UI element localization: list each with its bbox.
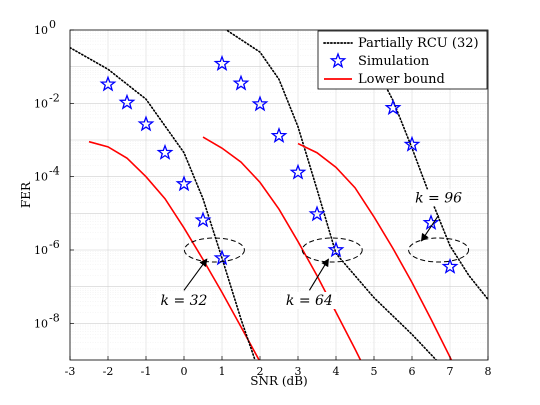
annotations: k = 32 k = 64 k = 96: [156, 189, 467, 309]
y-tick-label: 10: [34, 171, 48, 184]
legend: Partially RCU (32) Simulation Lower bound: [317, 30, 488, 90]
annotation-label: k = 32: [161, 293, 208, 309]
y-tick-label: 10: [34, 244, 48, 257]
x-tick-label: 5: [371, 365, 378, 378]
x-tick-label: -2: [103, 365, 114, 378]
simulation-point: [327, 241, 345, 258]
y-tick-exponent: -6: [49, 238, 60, 251]
highlight-ellipse: [183, 237, 245, 263]
x-tick-label: 7: [447, 365, 454, 378]
y-tick-label: 10: [34, 317, 48, 330]
legend-label: Lower bound: [358, 72, 445, 87]
simulation-point: [137, 115, 155, 132]
highlight-ellipses: [183, 237, 470, 263]
annotation-arrow: [308, 258, 329, 291]
x-tick-label: 1: [219, 365, 226, 378]
y-tick-exponent: -2: [49, 91, 60, 104]
x-tick-label: 8: [485, 365, 492, 378]
simulation-point: [232, 74, 250, 91]
legend-label: Partially RCU (32): [358, 36, 479, 51]
rcu-line-1: [224, 30, 438, 360]
x-tick-label: 6: [409, 365, 416, 378]
highlight-ellipse: [301, 237, 363, 263]
lower-bound-line-0: [88, 140, 260, 360]
y-tick-label: 10: [34, 24, 48, 37]
lower-bound-line-1: [202, 136, 362, 360]
simulation-point: [118, 93, 136, 110]
simulation-point: [270, 126, 288, 144]
highlight-ellipse: [408, 237, 470, 263]
simulation-point: [251, 95, 269, 112]
simulation-point: [289, 163, 307, 180]
simulation-point: [99, 75, 117, 92]
simulation-point: [194, 211, 212, 228]
simulation-point: [213, 249, 231, 266]
y-tick-exponent: -4: [49, 165, 60, 178]
lower-bound-line-2: [297, 142, 453, 360]
x-axis-label: SNR (dB): [250, 374, 307, 388]
simulation-markers: [99, 54, 459, 274]
y-tick-exponent: 0: [49, 18, 56, 31]
annotation-bg: [281, 292, 338, 309]
legend-label: Simulation: [358, 54, 430, 69]
annotation-bg: [410, 189, 467, 207]
x-tick-label: -1: [141, 365, 152, 378]
x-tick-label: 0: [181, 365, 188, 378]
annotation-label: k = 64: [286, 293, 333, 309]
simulation-point: [384, 99, 402, 116]
rcu-line-0: [70, 46, 256, 360]
simulation-point: [308, 205, 326, 222]
x-tick-label: 3: [295, 365, 302, 378]
x-tick-label: 4: [333, 365, 340, 378]
simulation-point: [441, 257, 459, 274]
x-tick-label: -3: [65, 365, 76, 378]
y-tick-label: 10: [34, 97, 48, 110]
annotation-bg: [156, 292, 212, 309]
annotation-arrow: [183, 258, 208, 291]
simulation-point: [175, 175, 193, 192]
simulation-point: [403, 135, 421, 152]
annotation-arrow: [420, 214, 440, 242]
legend-swatch-simulation: [329, 52, 347, 69]
y-axis-label: FER: [19, 181, 33, 208]
simulation-point: [213, 54, 231, 71]
x-tick-label: 2: [257, 365, 264, 378]
simulation-point: [156, 143, 174, 160]
plot-frame: [69, 29, 489, 361]
y-tick-exponent: -8: [49, 311, 60, 324]
annotation-label: k = 96: [415, 190, 462, 206]
